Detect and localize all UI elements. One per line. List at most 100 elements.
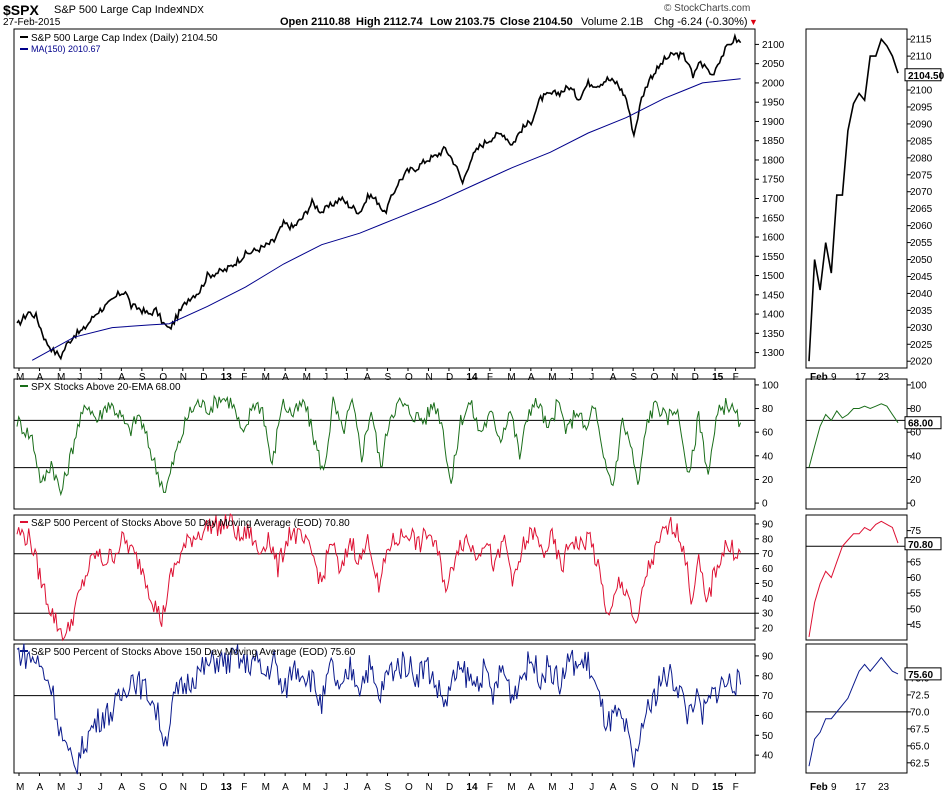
last-value-label: 2104.50 — [908, 71, 945, 82]
zoom-y-tick-label: 60 — [910, 428, 922, 439]
x-tick-label: N — [671, 782, 678, 793]
x-tick-label: N — [671, 372, 678, 383]
x-tick-label: F — [487, 782, 493, 793]
zoom-y-tick-label: 2085 — [910, 136, 933, 147]
zoom-y-tick-label: 62.5 — [910, 758, 930, 769]
close-value: Close 2104.50 — [500, 16, 573, 28]
zoom-x-tick-label: 9 — [831, 782, 837, 793]
zoom-y-tick-label: 45 — [910, 620, 922, 631]
zoom-y-tick-label: 2080 — [910, 153, 933, 164]
y-tick-label: 1500 — [762, 271, 785, 282]
zoom-y-tick-label: 2050 — [910, 255, 933, 266]
zoom-y-tick-label: 2060 — [910, 221, 933, 232]
x-tick-label: F — [733, 372, 739, 383]
y-tick-label: 60 — [762, 564, 774, 575]
x-tick-label: N — [180, 372, 187, 383]
y-tick-label: 70 — [762, 691, 774, 702]
panel-title-ma50: S&P 500 Percent of Stocks Above 50 Day M… — [31, 518, 350, 529]
y-tick-label: 30 — [762, 609, 774, 620]
legend-ma: MA(150) 2010.67 — [31, 44, 101, 54]
series-ema20-0 — [16, 394, 742, 497]
y-tick-label: 1600 — [762, 233, 785, 244]
x-tick-label: J — [98, 372, 103, 383]
x-tick-label: A — [36, 372, 43, 383]
x-tick-label: M — [16, 782, 24, 793]
x-tick-label: J — [344, 782, 349, 793]
zoom-x-tick-label: 17 — [855, 372, 867, 383]
copyright: © StockCharts.com — [664, 3, 751, 14]
zoom-x-tick-label: Feb — [810, 782, 828, 793]
zoom-y-tick-label: 2100 — [910, 86, 933, 97]
symbol: $SPX — [3, 2, 39, 18]
x-tick-label: J — [589, 782, 594, 793]
x-tick-label: M — [262, 372, 270, 383]
zoom-y-tick-label: 50 — [910, 604, 922, 615]
zoom-y-tick-label: 2025 — [910, 340, 933, 351]
y-tick-label: 1450 — [762, 290, 785, 301]
x-tick-label: N — [180, 782, 187, 793]
x-tick-label: M — [57, 372, 65, 383]
x-tick-label: 13 — [221, 782, 233, 793]
x-tick-label: D — [200, 782, 207, 793]
x-tick-label: N — [425, 372, 432, 383]
zoom-y-tick-label: 2075 — [910, 170, 933, 181]
x-tick-label: 13 — [221, 372, 233, 383]
y-tick-label: 20 — [762, 624, 774, 635]
x-tick-label: J — [77, 782, 82, 793]
last-value-box — [904, 68, 942, 82]
y-tick-label: 100 — [762, 380, 779, 391]
zoom-y-tick-label: 2035 — [910, 306, 933, 317]
x-tick-label: M — [303, 782, 311, 793]
x-tick-label: 14 — [466, 782, 478, 793]
x-tick-label: O — [405, 782, 413, 793]
y-tick-label: 60 — [762, 711, 774, 722]
x-tick-label: S — [139, 372, 146, 383]
panel-frame-ma150_zoom — [805, 643, 908, 774]
panel-title-ema20: SPX Stocks Above 20-EMA 68.00 — [31, 382, 181, 393]
series-ma50_zoom — [808, 520, 899, 637]
panel-frame-price_zoom — [805, 28, 908, 369]
x-tick-label: S — [630, 372, 637, 383]
change-value: Chg -6.24 (-0.30%) — [654, 16, 748, 28]
y-tick-label: 1400 — [762, 310, 785, 321]
x-tick-label: M — [57, 782, 65, 793]
last-value-box — [904, 416, 942, 430]
zoom-x-tick-label: 23 — [878, 372, 890, 383]
y-tick-label: 1350 — [762, 329, 785, 340]
zoom-y-tick-label: 65.0 — [910, 741, 930, 752]
zoom-y-tick-label: 72.5 — [910, 690, 930, 701]
x-tick-label: J — [569, 782, 574, 793]
zoom-y-tick-label: 67.5 — [910, 724, 930, 735]
y-tick-label: 1850 — [762, 136, 785, 147]
zoom-y-tick-label: 80 — [910, 404, 922, 415]
zoom-y-tick-label: 2030 — [910, 323, 933, 334]
x-tick-label: A — [118, 372, 125, 383]
zoom-x-tick-label: 9 — [831, 372, 837, 383]
y-tick-label: 90 — [762, 651, 774, 662]
x-tick-label: M — [16, 372, 24, 383]
y-tick-label: 1700 — [762, 194, 785, 205]
x-tick-label: 14 — [466, 372, 478, 383]
x-tick-label: J — [98, 782, 103, 793]
x-tick-label: A — [36, 782, 43, 793]
y-tick-label: 40 — [762, 594, 774, 605]
y-tick-label: 0 — [762, 499, 768, 510]
last-value-label: 68.00 — [908, 419, 933, 430]
x-tick-label: D — [692, 372, 699, 383]
zoom-y-tick-label: 2070 — [910, 187, 933, 198]
y-tick-label: 90 — [762, 519, 774, 530]
x-tick-label: D — [446, 372, 453, 383]
x-tick-label: A — [610, 372, 617, 383]
zoom-y-tick-label: 2110 — [910, 52, 932, 63]
low-value: Low 2103.75 — [430, 16, 495, 28]
x-tick-label: 15 — [712, 782, 724, 793]
x-tick-label: A — [364, 782, 371, 793]
y-tick-label: 50 — [762, 731, 774, 742]
x-tick-label: O — [651, 782, 659, 793]
x-tick-label: A — [364, 372, 371, 383]
y-tick-label: 1300 — [762, 348, 785, 359]
open-value: Open 2110.88 — [280, 16, 351, 28]
x-tick-label: S — [630, 782, 637, 793]
y-tick-label: 60 — [762, 428, 774, 439]
high-value: High 2112.74 — [356, 16, 423, 28]
